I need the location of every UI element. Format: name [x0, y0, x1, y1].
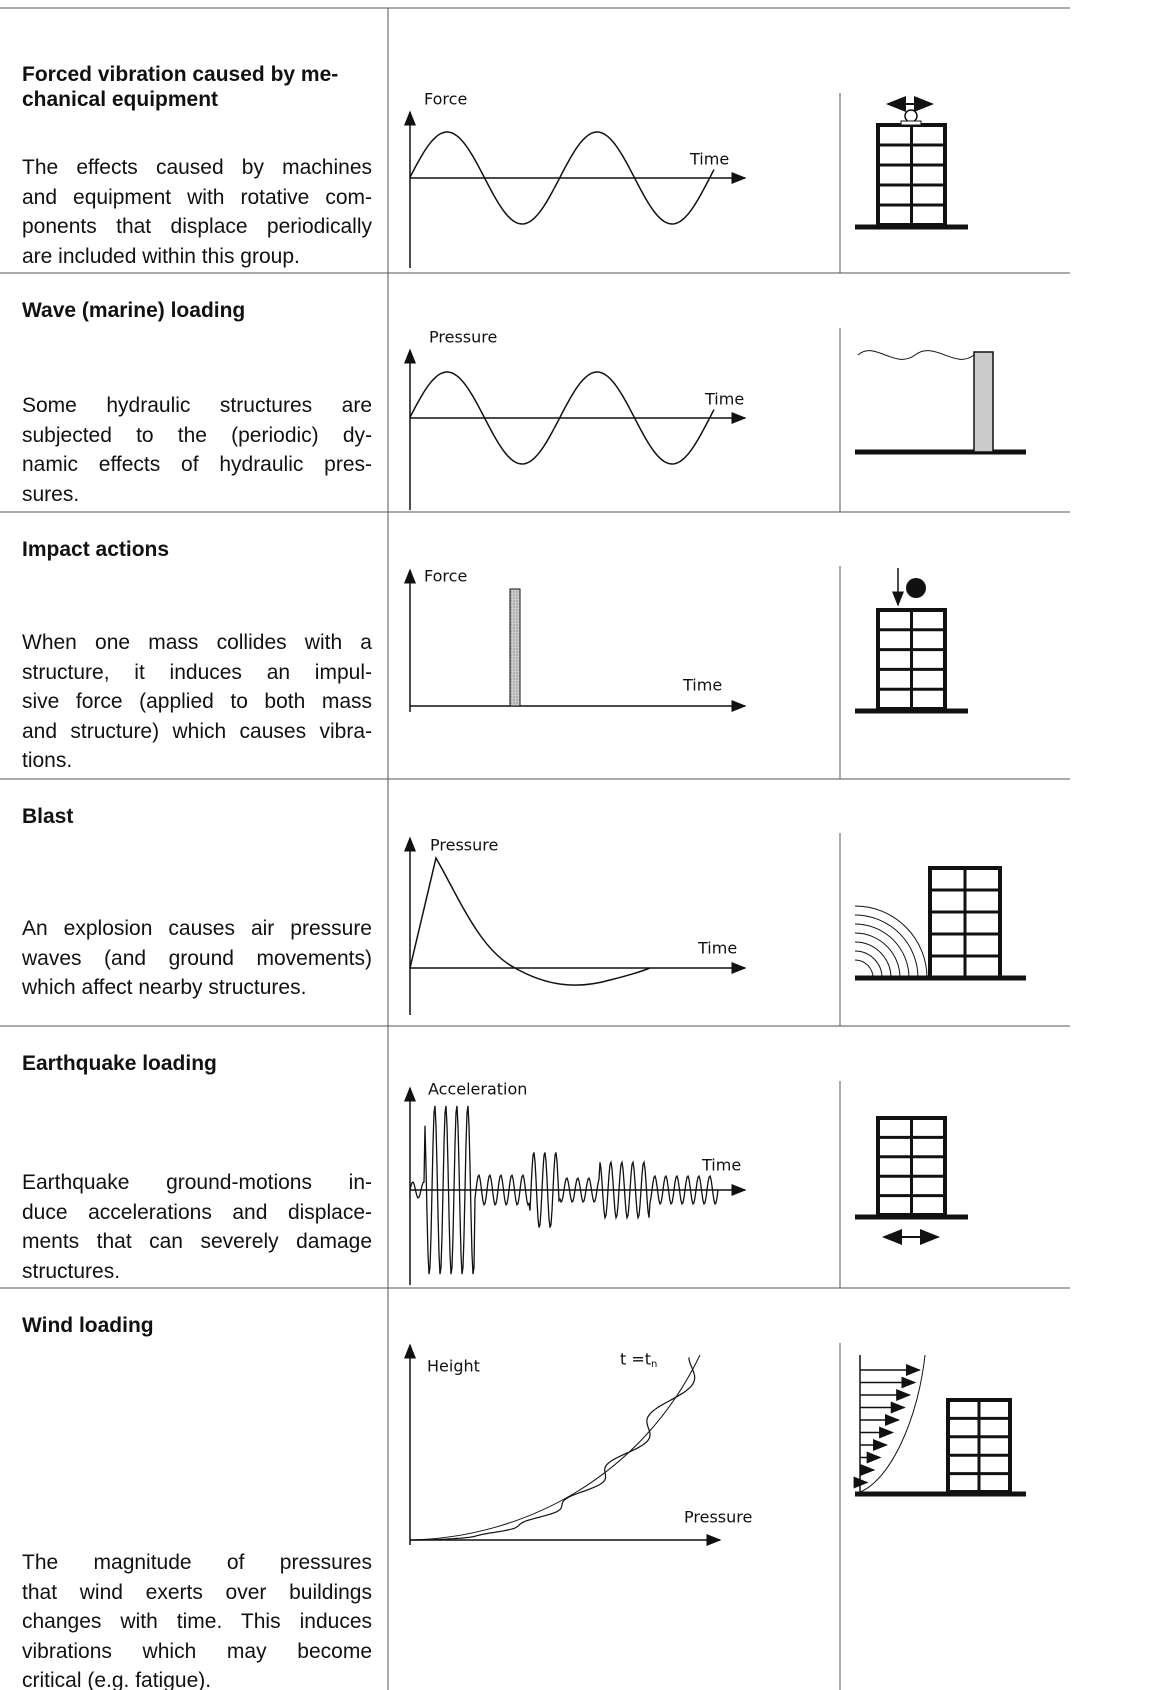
row-title: Blast [22, 805, 74, 828]
row-title: Forced vibration caused by me- [22, 63, 339, 86]
row-description: changes with time. This induces [22, 1610, 372, 1634]
wind-profile [859, 1354, 926, 1493]
row-description: and structure) which causes vibra- [22, 719, 372, 743]
curve [857, 350, 975, 360]
axis-label: Time [704, 390, 744, 409]
axis-label: Force [424, 567, 467, 586]
axis-label: Time [697, 939, 737, 958]
blast-wave [854, 950, 883, 979]
axis-label: Time [689, 150, 729, 169]
row-title: chanical equipment [22, 88, 219, 111]
row-description: ponents that displace periodically [22, 215, 372, 239]
row-description: ments that can severely damage [22, 1230, 372, 1254]
row-description: are included within this group. [22, 244, 300, 268]
row-description: critical (e.g. fatigue). [22, 1669, 212, 1690]
row-description: sive force (applied to both mass [22, 690, 372, 714]
row-description: Some hydraulic structures are [22, 394, 372, 417]
impulse [509, 588, 521, 707]
axis-label: Pressure [430, 836, 498, 855]
curve [409, 131, 715, 225]
row-description: structure, it induces an impul- [22, 660, 372, 684]
curve [409, 371, 715, 465]
row-description: structures. [22, 1259, 121, 1283]
row-description: The magnitude of pressures [22, 1551, 372, 1574]
curve [409, 855, 651, 986]
blast-wave [854, 914, 919, 979]
blast-wave [854, 905, 928, 979]
row-description: which affect nearby structures. [22, 976, 307, 1000]
curve [409, 1354, 701, 1541]
row-title: Wind loading [22, 1314, 154, 1337]
axis-label: Acceleration [428, 1080, 527, 1099]
row-description: Earthquake ground-motions in- [22, 1171, 372, 1194]
axis-label: Pressure [429, 328, 497, 347]
axis-label: Force [424, 90, 467, 109]
blast-wave [854, 941, 892, 979]
row-description: vibrations which may become [22, 1639, 372, 1663]
row-title: Earthquake loading [22, 1052, 217, 1075]
row-description: namic effects of hydraulic pres- [22, 453, 372, 477]
blast-wave [854, 932, 901, 979]
row-description: and equipment with rotative com- [22, 185, 372, 209]
row-description: The effects caused by machines [22, 156, 372, 179]
machine [900, 120, 922, 126]
row-description: subjected to the (periodic) dy- [22, 423, 372, 447]
row-description: duce accelerations and displace- [22, 1200, 372, 1224]
row-description: that wind exerts over buildings [22, 1580, 372, 1604]
axis-label: Pressure [684, 1508, 752, 1527]
mass [906, 578, 926, 598]
machine [904, 109, 918, 123]
blast-wave [854, 923, 910, 979]
row-description: When one mass collides with a [22, 631, 372, 654]
axis-label: Time [682, 676, 722, 695]
row-title: Impact actions [22, 538, 170, 561]
row-description: sures. [22, 482, 80, 506]
row-description: waves (and ground movements) [22, 946, 372, 970]
row-title: Wave (marine) loading [22, 299, 246, 322]
axis-label: Height [427, 1357, 480, 1376]
blast-wave [854, 959, 874, 979]
subscript: n [651, 1359, 657, 1370]
row-description: An explosion causes air pressure [22, 917, 372, 940]
curve [409, 1105, 719, 1275]
row-description: tions. [22, 749, 73, 773]
axis-label: Time [701, 1156, 741, 1175]
curve [410, 1357, 696, 1541]
pier [973, 351, 994, 453]
curve-label: t =tn [620, 1350, 657, 1371]
